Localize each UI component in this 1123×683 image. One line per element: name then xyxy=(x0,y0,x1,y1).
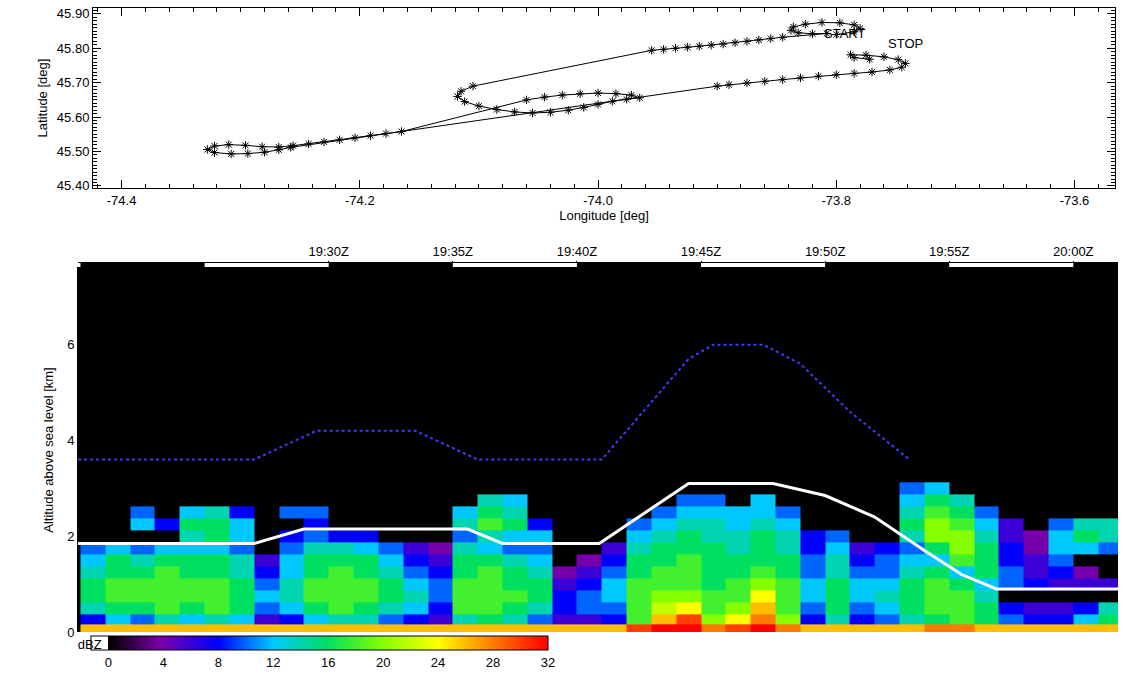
svg-text:8: 8 xyxy=(215,655,222,670)
svg-text:45.50: 45.50 xyxy=(57,144,90,159)
svg-text:20: 20 xyxy=(376,655,390,670)
svg-text:19:45Z: 19:45Z xyxy=(681,244,722,259)
svg-text:4: 4 xyxy=(67,433,74,448)
svg-text:-73.6: -73.6 xyxy=(1060,193,1090,208)
svg-text:19:50Z: 19:50Z xyxy=(805,244,846,259)
svg-text:0: 0 xyxy=(67,625,74,640)
svg-text:45.40: 45.40 xyxy=(57,178,90,193)
svg-text:-74.4: -74.4 xyxy=(107,193,137,208)
svg-text:Altitude above sea level [km]: Altitude above sea level [km] xyxy=(41,367,56,532)
svg-text:STOP: STOP xyxy=(888,36,923,51)
svg-text:dBZ: dBZ xyxy=(78,637,102,652)
svg-text:4: 4 xyxy=(160,655,167,670)
svg-text:28: 28 xyxy=(486,655,500,670)
svg-text:45.80: 45.80 xyxy=(57,41,90,56)
svg-text:45.60: 45.60 xyxy=(57,110,90,125)
svg-text:-74.2: -74.2 xyxy=(345,193,375,208)
svg-text:19:40Z: 19:40Z xyxy=(557,244,598,259)
svg-text:24: 24 xyxy=(431,655,445,670)
svg-text:Longitude [deg]: Longitude [deg] xyxy=(559,208,649,223)
svg-text:16: 16 xyxy=(321,655,335,670)
svg-text:45.90: 45.90 xyxy=(57,6,90,21)
svg-text:START: START xyxy=(824,26,865,41)
svg-text:6: 6 xyxy=(67,337,74,352)
svg-text:19:55Z: 19:55Z xyxy=(929,244,970,259)
svg-text:20:00Z: 20:00Z xyxy=(1053,244,1094,259)
svg-text:19:35Z: 19:35Z xyxy=(433,244,474,259)
svg-text:12: 12 xyxy=(266,655,280,670)
svg-text:Latitude [deg]: Latitude [deg] xyxy=(35,59,50,138)
svg-text:0: 0 xyxy=(105,655,112,670)
svg-text:-74.0: -74.0 xyxy=(583,193,613,208)
svg-text:2: 2 xyxy=(67,529,74,544)
svg-text:19:30Z: 19:30Z xyxy=(308,244,349,259)
svg-text:45.70: 45.70 xyxy=(57,75,90,90)
svg-text:32: 32 xyxy=(541,655,555,670)
svg-text:-73.8: -73.8 xyxy=(821,193,851,208)
